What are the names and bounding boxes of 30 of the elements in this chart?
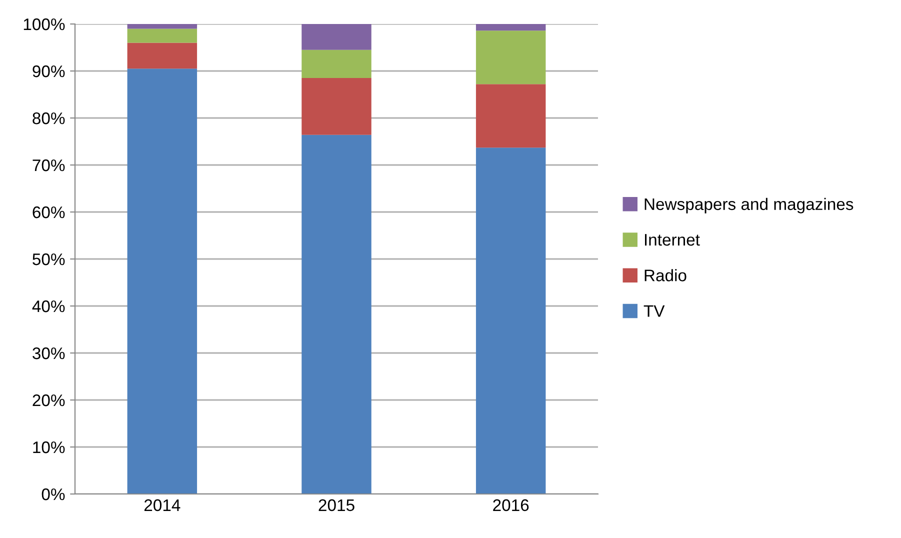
bar [476, 84, 546, 148]
y-tick-label: 10% [33, 441, 65, 454]
y-tick-label: 20% [32, 394, 65, 406]
bar [127, 68, 198, 494]
bar [302, 134, 372, 494]
x-tick-label: 2014 [144, 499, 180, 512]
legend-label: Internet [645, 234, 700, 246]
bar [476, 24, 546, 31]
bar [476, 30, 546, 84]
y-tick-label: 70% [32, 159, 65, 172]
bar [302, 50, 372, 78]
y-tick-label: 100% [24, 18, 65, 30]
bar [127, 28, 198, 43]
y-tick-label: 90% [32, 65, 65, 78]
y-tick-label: 80% [32, 112, 65, 124]
x-tick-label: 2015 [318, 499, 354, 512]
y-tick-label: 0% [42, 488, 65, 500]
legend-label: Radio [644, 269, 686, 282]
y-tick-label: 30% [32, 347, 65, 360]
legend-label: TV [644, 305, 665, 317]
y-tick-label: 50% [32, 253, 65, 266]
y-tick-label: 60% [32, 206, 65, 218]
bar [476, 148, 546, 494]
bar [127, 24, 198, 29]
y-tick-label: 40% [32, 300, 65, 312]
bar [127, 42, 198, 69]
x-tick-label: 2016 [493, 499, 529, 512]
legend-label: Newspapers and magazines [644, 198, 854, 214]
bar [302, 24, 372, 50]
bar [302, 78, 372, 135]
